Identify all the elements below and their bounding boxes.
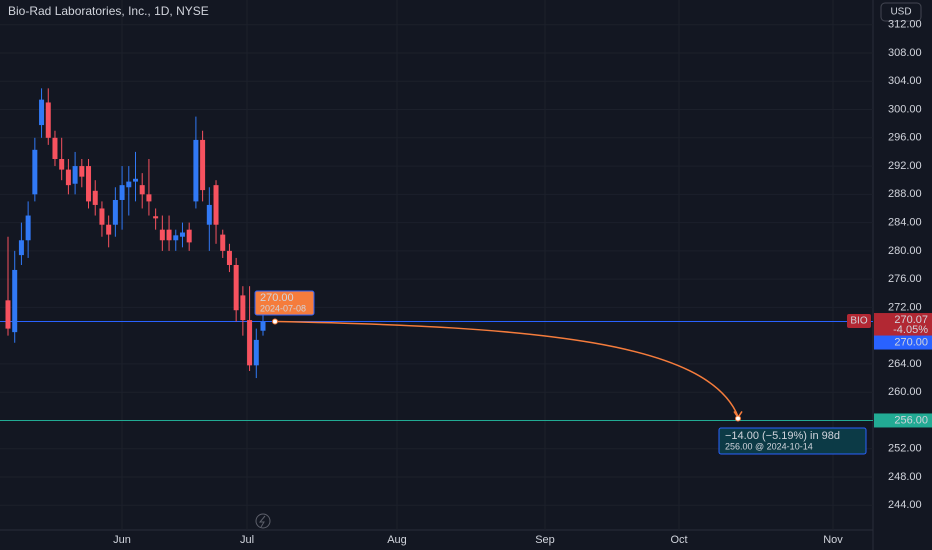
forecast-start-price: 270.00 — [260, 292, 294, 304]
candle-body — [12, 269, 18, 333]
candle-body — [173, 235, 179, 241]
currency-button[interactable] — [880, 2, 922, 22]
forecast-start — [272, 318, 278, 325]
candle-body — [193, 139, 199, 202]
x-tick-label: Aug — [387, 534, 407, 546]
y-tick-label: 260.00 — [888, 386, 922, 398]
candle-body — [166, 229, 172, 241]
candle-body — [112, 199, 118, 225]
candle-body — [5, 300, 11, 329]
forecast-curve — [274, 320, 739, 417]
candle-body — [139, 185, 145, 195]
y-tick-label: 280.00 — [888, 245, 922, 257]
candle-body — [233, 265, 239, 311]
candle-body — [65, 169, 71, 186]
candle-body — [253, 339, 259, 366]
y-tick-label: 276.00 — [888, 273, 922, 285]
currency-label: USD — [890, 7, 911, 18]
candle-body — [45, 102, 51, 138]
candle-body — [186, 229, 192, 243]
x-tick-label: Jul — [240, 534, 254, 546]
forecast-end: 256.00 @ 2024-10-14 — [725, 441, 813, 451]
candle-body — [260, 321, 266, 331]
candle-body — [220, 234, 226, 251]
forecast-start-box — [254, 290, 315, 316]
candle-body — [213, 185, 219, 225]
candle-body — [79, 166, 85, 177]
candle-body — [106, 224, 112, 235]
x-tick-label: Nov — [823, 534, 843, 546]
candle-body — [52, 137, 58, 159]
y-tick-label: 312.00 — [888, 19, 922, 31]
candle-body — [92, 190, 98, 205]
forecast-end — [735, 415, 741, 422]
candle-body — [72, 166, 78, 184]
forecast-end-box — [718, 427, 867, 455]
candle-body — [119, 185, 125, 200]
price-line-tag — [874, 413, 932, 428]
candle-body — [18, 240, 24, 256]
candle-body — [126, 181, 132, 188]
last-price-label: 270.07 — [894, 314, 928, 326]
candle-body — [159, 229, 165, 241]
x-tick-label: Sep — [535, 534, 555, 546]
forecast-change: −14.00 (−5.19%) in 98d — [725, 430, 840, 442]
candle-body — [179, 232, 185, 237]
candle-body — [146, 194, 152, 202]
candle-body — [200, 139, 206, 191]
candle-body — [206, 204, 212, 225]
x-tick-label: Oct — [670, 534, 687, 546]
forecast-start-date: 2024-07-08 — [260, 303, 306, 313]
symbol-label: BIO — [850, 316, 867, 327]
y-tick-label: 264.00 — [888, 358, 922, 370]
y-tick-label: 308.00 — [888, 47, 922, 59]
candle-body — [133, 178, 138, 182]
candle-body — [247, 320, 253, 366]
y-tick-label: 292.00 — [888, 160, 922, 172]
candle-body — [99, 208, 105, 225]
last-price-tag — [874, 313, 932, 338]
y-tick-label: 252.00 — [888, 443, 922, 455]
y-tick-label: 288.00 — [888, 188, 922, 200]
chart-title: Bio-Rad Laboratories, Inc., 1D, NYSE — [8, 4, 209, 18]
y-tick-label: 248.00 — [888, 471, 922, 483]
candle-body — [25, 215, 31, 241]
price-line-label: 256.00 — [894, 414, 928, 426]
candle-body — [39, 99, 45, 126]
y-tick-label: 296.00 — [888, 132, 922, 144]
y-tick-label: 304.00 — [888, 75, 922, 87]
y-tick-label: 244.00 — [888, 499, 922, 511]
candle-body — [32, 149, 38, 195]
price-line-tag — [874, 335, 932, 350]
price-line-label: 270.00 — [894, 336, 928, 348]
candle-body — [86, 166, 92, 202]
candle-body — [240, 295, 246, 321]
last-price-change: -4.05% — [893, 324, 928, 336]
y-tick-label: 272.00 — [888, 301, 922, 313]
replay-icon[interactable] — [255, 513, 271, 529]
y-tick-label: 300.00 — [888, 103, 922, 115]
candle-body — [59, 159, 65, 170]
symbol-tag — [847, 314, 871, 329]
candle-body — [153, 216, 159, 219]
y-tick-label: 284.00 — [888, 217, 922, 229]
x-tick-label: Jun — [113, 534, 131, 546]
candle-body — [226, 250, 232, 265]
